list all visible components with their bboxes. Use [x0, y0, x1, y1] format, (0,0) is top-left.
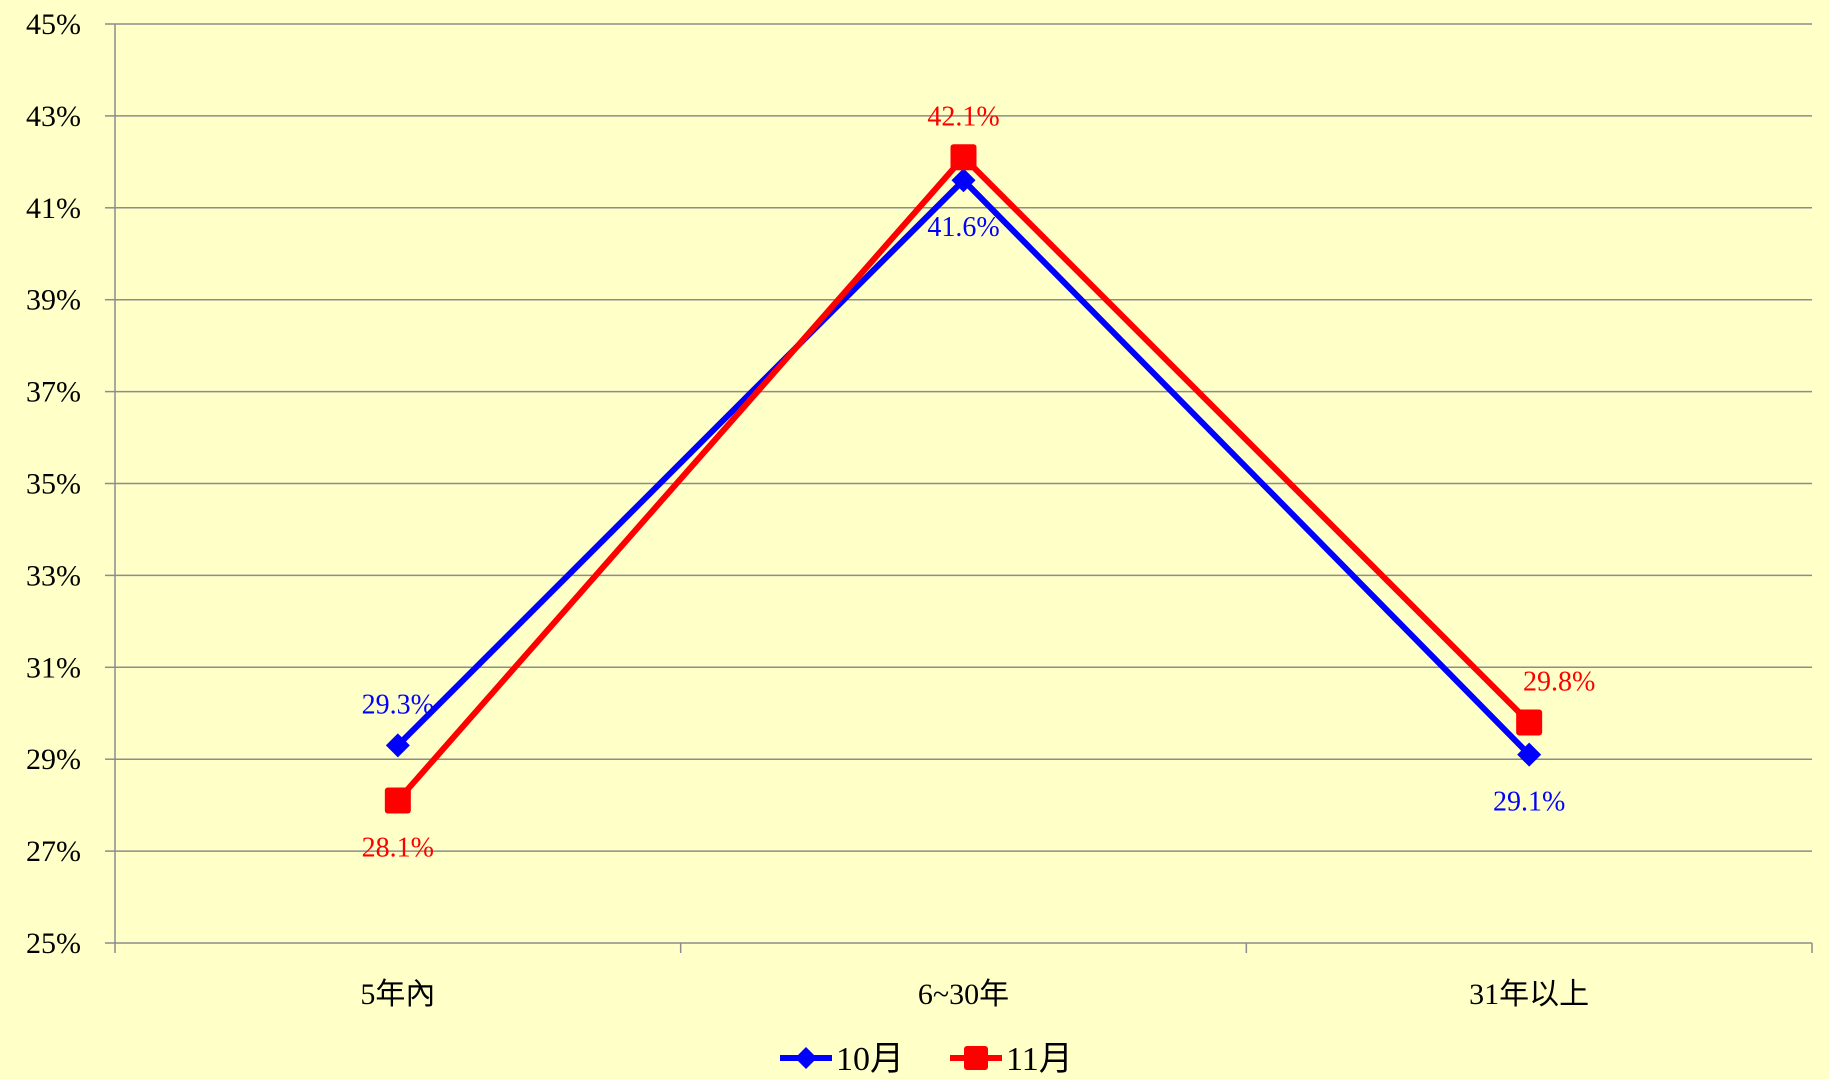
y-tick-label: 31% [26, 651, 81, 684]
y-tick-label: 25% [26, 927, 81, 960]
y-tick-label: 37% [26, 376, 81, 409]
legend[interactable]: 10月 11月 [780, 1041, 1073, 1078]
legend-label: 10月 [836, 1041, 904, 1078]
y-tick-label: 45% [26, 8, 81, 41]
data-point [1516, 709, 1543, 736]
x-tick-labels: 5年內 6~30年 31年以上 [360, 978, 1589, 1011]
y-tick-label: 39% [26, 284, 81, 317]
data-label: 29.3% [362, 689, 434, 720]
legend-marker [964, 1046, 988, 1070]
data-point [1517, 742, 1542, 767]
data-label: 41.6% [927, 212, 999, 243]
data-point [950, 144, 977, 171]
y-tick-label: 29% [26, 743, 81, 776]
y-tick-label: 41% [26, 192, 81, 225]
grid-lines [115, 23, 1812, 852]
series-line [395, 154, 1532, 803]
y-tick-label: 43% [26, 100, 81, 133]
data-label: 29.1% [1493, 787, 1565, 818]
axes [105, 23, 1813, 953]
x-tick-label: 31年以上 [1469, 978, 1589, 1011]
series [384, 144, 1543, 814]
x-tick-label: 5年內 [360, 978, 435, 1011]
data-point [384, 787, 411, 814]
legend-item-2[interactable]: 11月 [950, 1041, 1073, 1078]
data-labels: 29.3% 28.1% 41.6% 42.1% 29.1% 29.8% [362, 101, 1596, 863]
data-label: 29.8% [1523, 666, 1595, 697]
legend-marker [795, 1047, 817, 1069]
y-tick-label: 27% [26, 835, 81, 868]
data-label: 28.1% [362, 833, 434, 864]
x-tick-label: 6~30年 [918, 978, 1009, 1011]
legend-item-1[interactable]: 10月 [780, 1041, 904, 1078]
data-point [385, 733, 410, 758]
y-tick-label: 33% [26, 559, 81, 592]
data-label: 42.1% [927, 101, 999, 132]
data-point [951, 168, 976, 193]
series-1 [385, 168, 1542, 767]
y-tick-labels: 25% 27% 29% 31% 33% 35% 37% 39% 41% 43% 45% [26, 8, 81, 960]
y-tick-label: 35% [26, 468, 81, 501]
series-2 [384, 144, 1543, 814]
legend-label: 11月 [1006, 1041, 1073, 1078]
series-line [395, 177, 1532, 757]
